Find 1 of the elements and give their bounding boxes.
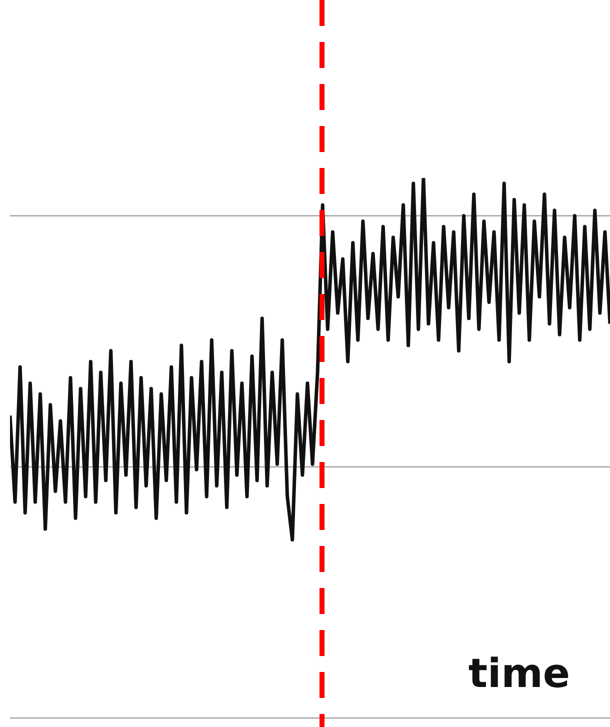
x-axis-title: time — [468, 651, 570, 697]
